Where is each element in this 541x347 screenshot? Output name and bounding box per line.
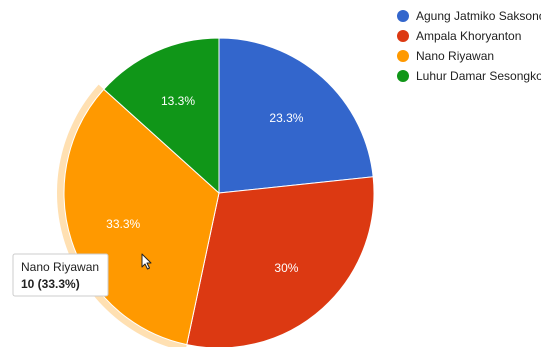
pie-slices: [57, 37, 375, 347]
pie-slice-label-luhur-damar-sesongko: 13.3%: [161, 94, 195, 108]
pie-slice-label-ampala-khoryanton: 30%: [274, 261, 298, 275]
legend-label-luhur-damar-sesongko: Luhur Damar Sesongko: [416, 69, 541, 83]
tooltip-name: Nano Riyawan: [21, 260, 99, 274]
tooltip-value: 10 (33.3%): [21, 277, 80, 291]
pie-slice-label-agung-jatmiko-saksono: 23.3%: [269, 111, 303, 125]
legend-label-nano-riyawan: Nano Riyawan: [416, 49, 494, 63]
legend-item-luhur-damar-sesongko[interactable]: Luhur Damar Sesongko: [397, 69, 541, 83]
chart-legend: Agung Jatmiko Saksono Ampala Khoryanton Na…: [397, 9, 541, 83]
chart-tooltip: Nano Riyawan 10 (33.3%): [12, 253, 109, 297]
legend-label-agung-jatmiko-saksono: Agung Jatmiko Saksono: [416, 9, 541, 23]
legend-item-ampala-khoryanton[interactable]: Ampala Khoryanton: [397, 29, 521, 43]
legend-label-ampala-khoryanton: Ampala Khoryanton: [416, 29, 521, 43]
pie-slice-ampala-khoryanton[interactable]: [186, 176, 375, 347]
pie-slice-agung-jatmiko-saksono[interactable]: [218, 37, 374, 194]
legend-marker-ampala-khoryanton: [397, 30, 409, 42]
legend-marker-luhur-damar-sesongko: [397, 70, 409, 82]
legend-marker-nano-riyawan: [397, 50, 409, 62]
legend-marker-agung-jatmiko-saksono: [397, 10, 409, 22]
pie-slice-labels: 23.3% 30% 33.3% 13.3%: [106, 94, 304, 275]
pie-slice-label-nano-riyawan: 33.3%: [106, 217, 140, 231]
mouse-pointer-icon: [141, 253, 152, 270]
tooltip-box: [12, 253, 109, 297]
legend-item-agung-jatmiko-saksono[interactable]: Agung Jatmiko Saksono: [397, 9, 541, 23]
pie-slice-luhur-damar-sesongko[interactable]: [103, 37, 220, 195]
legend-item-nano-riyawan[interactable]: Nano Riyawan: [397, 49, 494, 63]
